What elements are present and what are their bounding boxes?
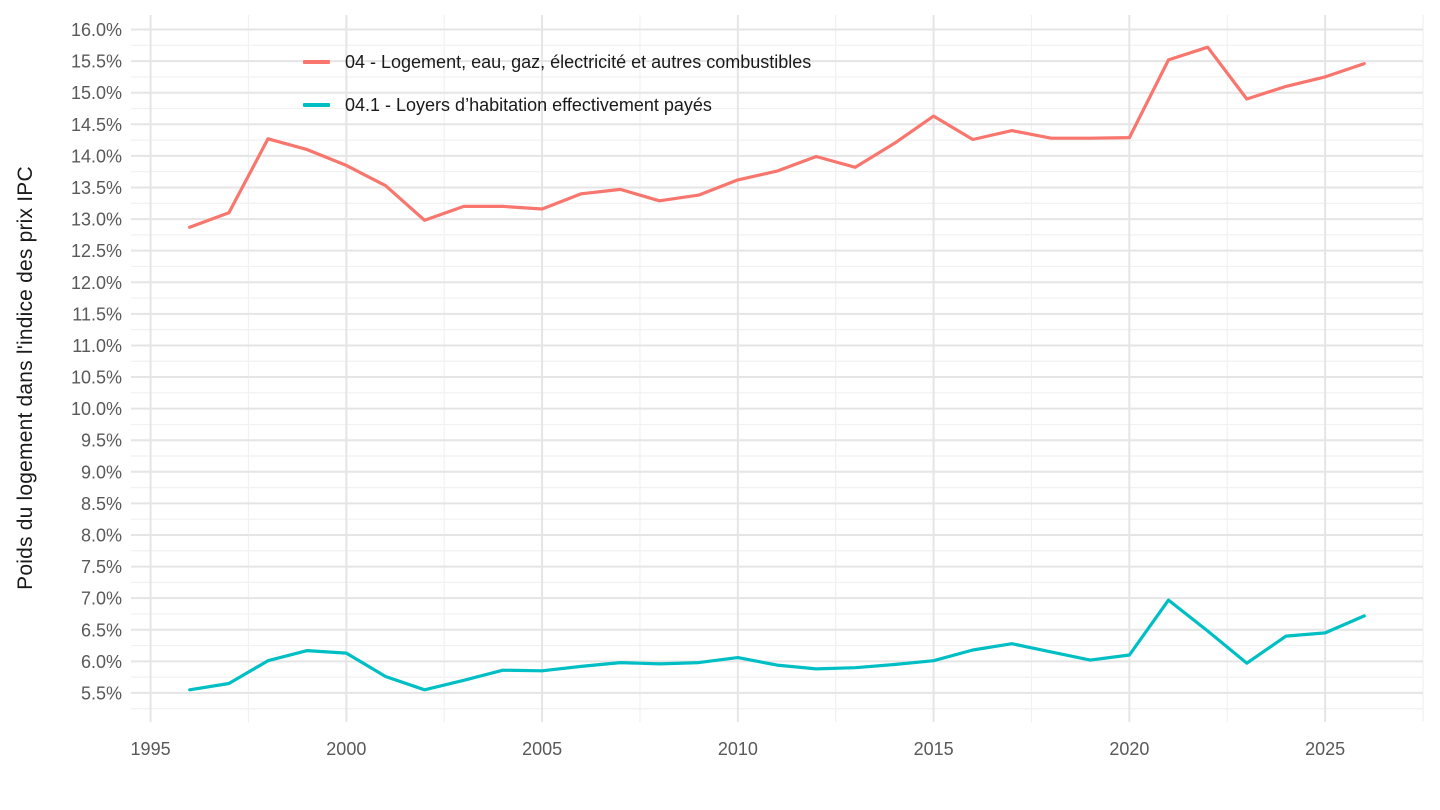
series-line-04 xyxy=(188,45,1366,229)
y-tick-label: 5.5% xyxy=(81,683,122,703)
y-tick-label: 14.0% xyxy=(71,146,122,166)
x-tick-label: 2010 xyxy=(718,739,758,759)
y-tick-label: 6.5% xyxy=(81,620,122,640)
y-axis-title: Poids du logement dans l'indice des prix… xyxy=(14,166,37,590)
y-tick-label: 12.0% xyxy=(71,273,122,293)
legend: 04 - Logement, eau, gaz, électricité et … xyxy=(303,46,811,132)
y-tick-label: 9.5% xyxy=(81,431,122,451)
y-tick-label: 10.0% xyxy=(71,399,122,419)
x-tick-label: 2020 xyxy=(1109,739,1149,759)
legend-label: 04 - Logement, eau, gaz, électricité et … xyxy=(345,51,812,72)
legend-label: 04.1 - Loyers d’habitation effectivement… xyxy=(345,94,712,115)
y-tick-label: 7.0% xyxy=(81,589,122,609)
y-tick-label: 13.0% xyxy=(71,210,122,230)
y-tick-label: 15.5% xyxy=(71,52,122,72)
y-tick-label: 8.5% xyxy=(81,494,122,514)
legend-item-04: 04 - Logement, eau, gaz, électricité et … xyxy=(303,46,811,78)
y-tick-label: 9.0% xyxy=(81,462,122,482)
y-tick-label: 8.0% xyxy=(81,525,122,545)
x-tick-label: 1995 xyxy=(131,739,171,759)
x-tick-label: 2000 xyxy=(326,739,366,759)
legend-item-04-1: 04.1 - Loyers d’habitation effectivement… xyxy=(303,89,811,121)
y-tick-label: 10.5% xyxy=(71,368,122,388)
y-tick-label: 16.0% xyxy=(71,20,122,40)
y-tick-label: 12.5% xyxy=(71,241,122,261)
y-tick-label: 11.5% xyxy=(72,304,122,324)
y-tick-label: 11.0% xyxy=(72,336,122,356)
y-tick-label: 6.0% xyxy=(81,652,122,672)
y-tick-label: 14.5% xyxy=(71,115,122,135)
x-tick-label: 2015 xyxy=(914,739,954,759)
y-tick-label: 13.5% xyxy=(71,178,122,198)
y-tick-label: 7.5% xyxy=(81,557,122,577)
x-tick-label: 2005 xyxy=(522,739,562,759)
legend-key-line-icon xyxy=(303,103,330,107)
legend-key-line-icon xyxy=(303,60,330,64)
y-tick-label: 15.0% xyxy=(71,83,122,103)
x-tick-label: 2025 xyxy=(1305,739,1345,759)
series-line-04-1 xyxy=(188,598,1366,692)
